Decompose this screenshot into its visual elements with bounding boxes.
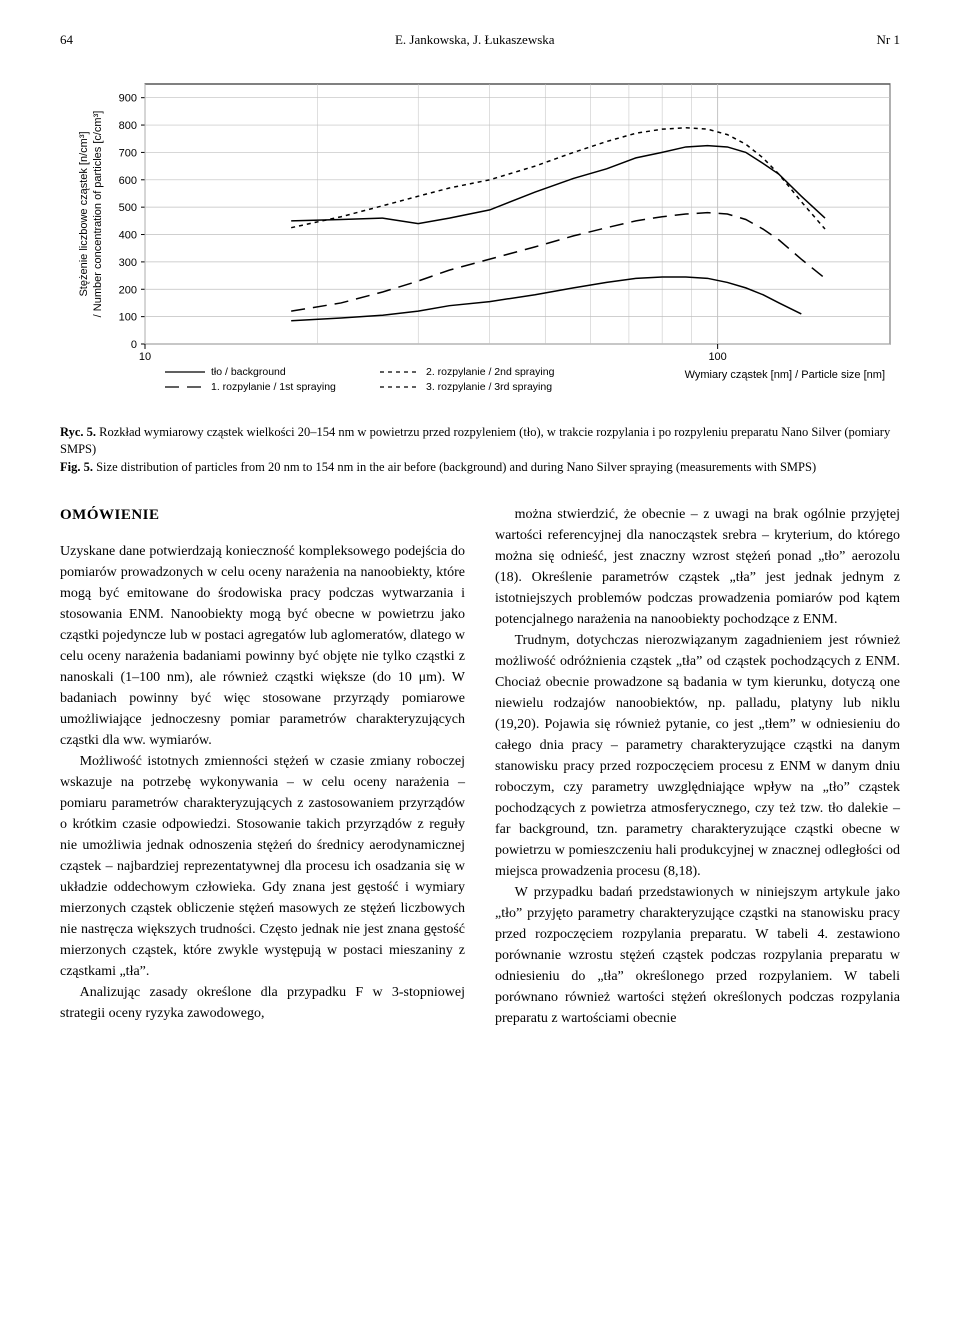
body-columns: OMÓWIENIE Uzyskane dane potwierdzają kon… xyxy=(60,504,900,1029)
svg-text:800: 800 xyxy=(119,120,137,132)
paragraph: Analizując zasady określone dla przypadk… xyxy=(60,982,465,1024)
svg-text:Wymiary cząstek [nm] / Particl: Wymiary cząstek [nm] / Particle size [nm… xyxy=(685,369,885,381)
svg-text:100: 100 xyxy=(119,311,137,323)
paragraph: Uzyskane dane potwierdzają konieczność k… xyxy=(60,541,465,751)
svg-text:700: 700 xyxy=(119,147,137,159)
caption-pl-text: Rozkład wymiarowy cząstek wielkości 20–1… xyxy=(60,425,890,457)
paragraph: Możliwość istotnych zmienności stężeń w … xyxy=(60,751,465,982)
figure-caption: Ryc. 5. Rozkład wymiarowy cząstek wielko… xyxy=(60,424,900,477)
caption-en-prefix: Fig. 5. xyxy=(60,460,93,474)
svg-text:300: 300 xyxy=(119,256,137,268)
caption-en-text: Size distribution of particles from 20 n… xyxy=(93,460,816,474)
section-heading: OMÓWIENIE xyxy=(60,504,465,527)
paragraph: W przypadku badań przedstawionych w nini… xyxy=(495,882,900,1029)
page-authors: E. Jankowska, J. Łukaszewska xyxy=(395,30,555,50)
paragraph: Trudnym, dotychczas nierozwiązanym zagad… xyxy=(495,630,900,882)
svg-text:/ Number concentration of part: / Number concentration of particles [c/c… xyxy=(92,110,104,317)
svg-text:900: 900 xyxy=(119,92,137,104)
svg-text:100: 100 xyxy=(708,351,726,363)
line-chart: 0 100 200 300 400 500 600 700 800 900 10 100 Stężeni… xyxy=(60,74,900,414)
page-header: 64 E. Jankowska, J. Łukaszewska Nr 1 xyxy=(60,30,900,50)
caption-pl-prefix: Ryc. 5. xyxy=(60,425,96,439)
svg-text:200: 200 xyxy=(119,284,137,296)
page-issue: Nr 1 xyxy=(877,30,900,50)
svg-text:500: 500 xyxy=(119,202,137,214)
svg-text:Stężenie liczbowe cząstek [n/c: Stężenie liczbowe cząstek [n/cm³] xyxy=(78,131,90,296)
svg-text:1. rozpylanie / 1st spraying: 1. rozpylanie / 1st spraying xyxy=(211,381,336,393)
svg-text:400: 400 xyxy=(119,229,137,241)
svg-text:10: 10 xyxy=(139,351,151,363)
paragraph: można stwierdzić, że obecnie – z uwagi n… xyxy=(495,504,900,630)
svg-text:3. rozpylanie / 3rd spraying: 3. rozpylanie / 3rd spraying xyxy=(426,381,552,393)
page-number: 64 xyxy=(60,30,73,50)
svg-text:0: 0 xyxy=(131,339,137,351)
svg-text:2. rozpylanie / 2nd spraying: 2. rozpylanie / 2nd spraying xyxy=(426,366,555,378)
svg-text:600: 600 xyxy=(119,174,137,186)
svg-text:tło / background: tło / background xyxy=(211,366,286,378)
